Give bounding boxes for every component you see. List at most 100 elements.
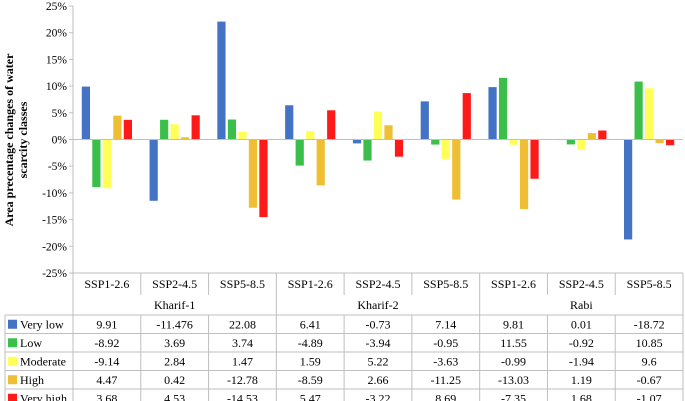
bar-very-high [530, 139, 539, 179]
bar-high [316, 139, 325, 186]
data-value-label: -0.95 [433, 336, 458, 350]
bar-very-low [217, 21, 226, 140]
data-value-label: -13.03 [498, 373, 529, 387]
data-value-label: -7.35 [501, 392, 526, 401]
bar-very-low [352, 139, 362, 144]
y-tick-label: -15% [42, 215, 67, 227]
x-category-label: SSP5-8.5 [627, 277, 672, 291]
data-value-label: -3.94 [366, 336, 391, 350]
bar-high [113, 115, 122, 140]
data-value-label: 11.55 [500, 336, 527, 350]
data-value-label: 9.81 [503, 318, 524, 332]
y-axis-title-line: scarcity classes [16, 101, 30, 178]
y-tick-label: -5% [48, 161, 68, 173]
x-category-label: SSP2-4.5 [559, 277, 604, 291]
bar-low [160, 119, 169, 140]
bar-very-low [81, 86, 90, 140]
data-value-label: 4.47 [96, 373, 117, 387]
data-value-label: 9.6 [642, 355, 657, 369]
data-value-label: 1.47 [232, 355, 253, 369]
y-tick-label: 20% [46, 28, 68, 40]
bar-very-low [488, 87, 497, 140]
data-value-label: -11.476 [156, 318, 193, 332]
bar-low [295, 139, 304, 166]
bar-high [655, 139, 664, 144]
legend-label: Very low [20, 318, 64, 332]
legend-swatch [8, 393, 17, 401]
bar-low [92, 139, 101, 188]
bar-high [384, 125, 393, 140]
data-value-label: -0.67 [637, 373, 662, 387]
data-value-label: 5.47 [300, 392, 321, 401]
legend-swatch [8, 338, 17, 348]
data-value-label: 0.01 [571, 318, 592, 332]
x-category-label: SSP5-8.5 [423, 277, 468, 291]
x-group-label: Rabi [570, 298, 593, 312]
data-value-label: 3.69 [164, 336, 185, 350]
bar-very-low [149, 139, 158, 201]
bar-high [519, 139, 529, 210]
x-group-label: Kharif-1 [154, 298, 195, 312]
data-value-label: -11.25 [430, 373, 461, 387]
data-value-label: 1.19 [571, 373, 592, 387]
legend-swatch [8, 375, 17, 385]
data-value-label: 6.41 [300, 318, 321, 332]
bar-high [181, 137, 190, 140]
bar-low [498, 77, 508, 140]
bar-low [566, 139, 575, 145]
data-value-label: 3.74 [232, 336, 253, 350]
data-value-label: -1.07 [637, 392, 662, 401]
bar-moderate [306, 131, 315, 140]
bar-very-high [327, 110, 336, 140]
bar-very-high [123, 119, 132, 140]
bar-moderate [645, 88, 654, 140]
data-value-label: -1.94 [569, 355, 594, 369]
bar-low [363, 139, 372, 161]
bar-moderate [170, 124, 179, 140]
data-value-label: -14.53 [227, 392, 258, 401]
data-value-label: -0.99 [501, 355, 526, 369]
bar-moderate [102, 139, 111, 189]
data-value-label: -0.92 [569, 336, 594, 350]
legend-label: Moderate [20, 355, 66, 369]
legend-label: Low [20, 336, 42, 350]
data-value-label: 8.69 [435, 392, 456, 401]
bar-high [587, 133, 596, 140]
data-value-label: -8.92 [94, 336, 119, 350]
data-value-label: 22.08 [229, 318, 256, 332]
bar-very-low [624, 139, 633, 240]
x-category-label: SSP2-4.5 [355, 277, 400, 291]
y-tick-label: 5% [52, 108, 68, 120]
y-axis-title: Area precentage changes of waterscarcity… [2, 53, 30, 227]
bar-very-high [259, 139, 268, 218]
legend-swatch [8, 356, 17, 366]
y-tick-label: 15% [46, 54, 68, 66]
y-tick-label: -20% [42, 241, 67, 253]
bar-low [227, 119, 237, 140]
data-value-label: -18.72 [634, 318, 665, 332]
data-value-label: -3.63 [433, 355, 458, 369]
legend-swatch [8, 319, 17, 329]
bar-low [431, 139, 440, 145]
y-tick-label: -25% [42, 268, 67, 280]
bar-moderate [441, 139, 450, 159]
bar-very-high [394, 139, 404, 157]
x-category-label: SSP2-4.5 [152, 277, 197, 291]
data-value-label: 0.42 [164, 373, 185, 387]
bar-very-high [191, 115, 200, 140]
legend-label: High [20, 373, 44, 387]
y-tick-label: 0% [52, 135, 68, 147]
bar-high [452, 139, 461, 200]
data-value-label: 1.59 [300, 355, 321, 369]
bar-very-high [666, 139, 675, 146]
data-value-label: 9.91 [96, 318, 117, 332]
x-category-label: SSP1-2.6 [84, 277, 129, 291]
y-tick-label: -10% [42, 188, 67, 200]
data-value-label: -3.22 [366, 392, 391, 401]
x-category-label: SSP1-2.6 [288, 277, 333, 291]
data-value-label: 5.22 [368, 355, 389, 369]
x-category-label: SSP5-8.5 [220, 277, 265, 291]
bar-very-high [462, 93, 471, 140]
bar-very-high [598, 130, 607, 140]
legend-label: Very high [20, 392, 67, 401]
